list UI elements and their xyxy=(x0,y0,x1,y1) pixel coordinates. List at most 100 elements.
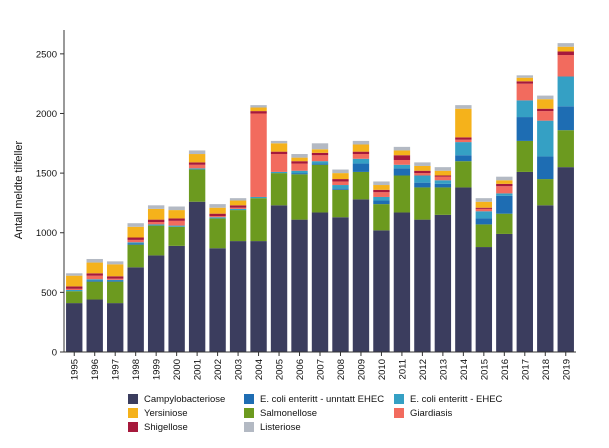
bar-segment xyxy=(188,162,206,165)
bar-segment xyxy=(168,210,185,219)
bar-segment xyxy=(352,140,370,145)
bar-segment xyxy=(168,218,185,221)
bar-segment xyxy=(270,205,288,352)
bar-segment xyxy=(414,219,431,352)
bar-segment xyxy=(86,279,103,281)
bar-segment xyxy=(270,173,288,206)
bar-segment xyxy=(496,186,513,194)
bar-segment xyxy=(557,106,574,131)
bar-segment xyxy=(537,95,554,100)
bar-segment xyxy=(352,144,370,152)
bar-segment xyxy=(475,201,493,208)
bar-segment xyxy=(250,198,267,242)
x-tick-label: 1998 xyxy=(131,359,142,380)
bar-segment xyxy=(250,196,267,199)
x-tick-label: 2001 xyxy=(193,359,204,380)
x-tick-label: 2006 xyxy=(295,359,306,380)
bar-segment xyxy=(107,303,124,352)
bar-segment xyxy=(393,175,411,213)
bar-segment xyxy=(434,214,452,352)
y-tick-label: 2500 xyxy=(36,49,57,60)
bar-segment xyxy=(147,208,165,220)
bar-segment xyxy=(332,185,349,189)
bar-segment xyxy=(516,117,533,141)
bar-segment xyxy=(270,151,288,155)
bar-segment xyxy=(311,163,329,165)
bar-segment xyxy=(291,157,308,162)
bar-segment xyxy=(311,164,329,213)
bar-segment xyxy=(332,169,349,174)
bar-segment xyxy=(168,245,185,352)
bar-segment xyxy=(127,242,144,244)
bar-segment xyxy=(209,213,226,217)
bar-segment xyxy=(496,213,513,234)
y-tick-label: 1500 xyxy=(36,169,57,180)
bar-segment xyxy=(127,243,144,245)
bar-segment xyxy=(332,181,349,186)
bar-segment xyxy=(250,241,267,352)
bar-segment xyxy=(311,155,329,162)
x-tick-label: 2012 xyxy=(418,359,429,380)
bar-segment xyxy=(373,204,390,231)
x-tick-label: 1997 xyxy=(111,359,122,380)
x-tick-label: 2019 xyxy=(561,359,572,380)
bar-segment xyxy=(475,247,493,352)
bar-segment xyxy=(352,199,370,352)
bar-segment xyxy=(291,163,308,171)
bar-segment xyxy=(291,154,308,158)
bar-segment xyxy=(516,81,533,84)
bar-segment xyxy=(147,219,165,223)
bar-segment xyxy=(373,181,390,186)
bar-segment xyxy=(455,142,472,156)
bar-segment xyxy=(475,207,493,209)
bar-segment xyxy=(209,248,226,352)
bar-segment xyxy=(147,255,165,352)
bar-segment xyxy=(311,212,329,352)
legend: Campylobacteriose E. coli enteritt - unnt… xyxy=(128,393,518,433)
bar-segment xyxy=(291,170,308,174)
bar-segment xyxy=(455,137,472,140)
bar-segment xyxy=(537,156,554,180)
bar-segment xyxy=(393,212,411,352)
bar-segment xyxy=(393,146,411,151)
legend-label: Campylobacteriose xyxy=(144,393,226,405)
bar-segment xyxy=(209,216,226,218)
legend-swatch xyxy=(244,394,254,404)
legend-swatch xyxy=(128,422,138,432)
bar-segment xyxy=(414,173,431,176)
legend-item: Campylobacteriose xyxy=(128,393,244,405)
bar-segment xyxy=(393,150,411,156)
bar-segment xyxy=(352,151,370,155)
x-tick-label: 2002 xyxy=(213,359,224,380)
bar-segment xyxy=(311,152,329,156)
bar-segment xyxy=(66,289,83,292)
bar-segment xyxy=(250,113,267,197)
bar-segment xyxy=(414,162,431,166)
x-tick-label: 1995 xyxy=(70,359,81,380)
legend-item: Salmonellose xyxy=(244,407,394,419)
bar-segment xyxy=(127,267,144,352)
legend-label: Salmonellose xyxy=(260,407,318,419)
bar-segment xyxy=(270,171,288,174)
bar-segment xyxy=(168,225,185,227)
bar-segment xyxy=(373,192,390,197)
x-tick-label: 2015 xyxy=(479,359,490,380)
legend-swatch xyxy=(244,422,254,432)
legend-item: Giardiasis xyxy=(394,407,518,419)
y-tick-label: 2000 xyxy=(36,109,57,120)
bar-segment xyxy=(455,187,472,352)
bar-segment xyxy=(434,180,452,184)
x-tick-label: 2010 xyxy=(377,359,388,380)
bar-segment xyxy=(86,275,103,280)
bar-segment xyxy=(496,195,513,214)
bar-segment xyxy=(352,171,370,200)
bar-segment xyxy=(229,198,247,201)
bar-segment xyxy=(373,200,390,205)
bar-segment xyxy=(434,183,452,188)
bar-segment xyxy=(393,155,411,160)
bar-segment xyxy=(332,217,349,352)
y-axis: 0 500 1000 1500 2000 2500 xyxy=(36,30,65,359)
bar-segment xyxy=(557,130,574,168)
x-tick-label: 2013 xyxy=(438,359,449,380)
